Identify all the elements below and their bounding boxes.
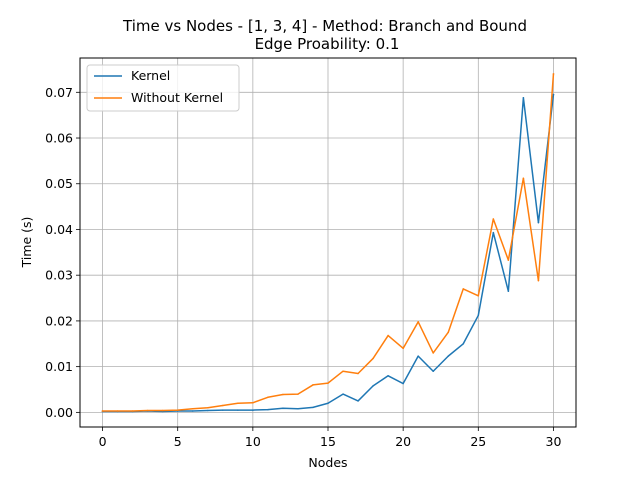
data-point-kernel <box>537 221 540 224</box>
data-point-without-kernel <box>282 393 284 396</box>
x-axis-label: Nodes <box>308 455 347 470</box>
data-point-kernel <box>372 385 374 387</box>
data-point-kernel <box>522 97 525 99</box>
data-point-without-kernel <box>507 259 510 261</box>
y-tick-label: 0.02 <box>45 313 73 328</box>
y-axis-ticks: 0.00 0.01 0.02 0.03 0.04 0.05 0.06 0.07 <box>45 85 80 420</box>
chart-subtitle: Edge Proability: 0.1 <box>255 35 400 53</box>
data-point-kernel <box>327 402 329 404</box>
grid <box>80 58 576 427</box>
data-point-kernel <box>417 355 419 357</box>
legend-label-kernel: Kernel <box>131 68 170 83</box>
data-point-without-kernel <box>402 347 404 350</box>
data-point-kernel <box>447 355 449 357</box>
data-point-without-kernel <box>237 402 239 404</box>
data-point-without-kernel <box>342 370 344 372</box>
data-point-without-kernel <box>522 177 525 180</box>
series-lines <box>101 73 555 413</box>
data-point-without-kernel <box>327 382 329 384</box>
data-point-kernel <box>222 409 224 411</box>
x-axis-ticks: 0 5 10 15 20 25 30 <box>99 427 562 449</box>
data-point-without-kernel <box>131 410 134 412</box>
data-point-without-kernel <box>372 357 374 360</box>
data-point-without-kernel <box>297 393 299 395</box>
data-point-without-kernel <box>207 407 209 409</box>
data-point-without-kernel <box>146 409 149 412</box>
data-point-kernel <box>237 409 239 411</box>
data-point-without-kernel <box>101 410 104 412</box>
data-point-kernel <box>402 382 404 385</box>
y-tick-label: 0.00 <box>45 405 73 420</box>
data-point-without-kernel <box>161 409 164 412</box>
y-tick-label: 0.03 <box>45 268 73 283</box>
data-point-kernel <box>387 375 389 377</box>
data-point-without-kernel <box>116 410 119 412</box>
legend-label-without-kernel: Without Kernel <box>131 90 223 105</box>
data-point-without-kernel <box>191 407 194 410</box>
data-point-kernel <box>267 408 269 411</box>
y-tick-label: 0.05 <box>45 176 73 191</box>
data-point-without-kernel <box>462 288 465 290</box>
y-axis-label: Time (s) <box>19 217 34 269</box>
data-point-kernel <box>477 314 480 317</box>
data-point-kernel <box>282 407 284 410</box>
x-tick-label: 30 <box>546 434 562 449</box>
data-point-kernel <box>342 393 344 395</box>
data-point-without-kernel <box>222 404 224 407</box>
data-point-kernel <box>432 370 434 372</box>
y-tick-label: 0.06 <box>45 131 73 146</box>
data-point-without-kernel <box>417 321 419 323</box>
x-tick-label: 5 <box>174 434 182 449</box>
data-point-kernel <box>191 410 194 412</box>
data-point-without-kernel <box>267 396 269 399</box>
data-point-without-kernel <box>552 73 555 75</box>
data-point-kernel <box>207 409 209 412</box>
data-point-without-kernel <box>176 409 179 411</box>
data-point-kernel <box>312 406 314 409</box>
x-tick-label: 10 <box>245 434 261 449</box>
x-tick-label: 20 <box>395 434 411 449</box>
data-point-without-kernel <box>252 402 254 404</box>
series-points-without-kernel <box>101 73 555 412</box>
legend: Kernel Without Kernel <box>86 64 240 112</box>
data-point-without-kernel <box>492 218 495 220</box>
x-tick-label: 25 <box>470 434 486 449</box>
data-point-without-kernel <box>477 295 480 297</box>
data-point-kernel <box>297 407 299 410</box>
data-point-without-kernel <box>357 372 359 375</box>
data-point-without-kernel <box>537 279 540 282</box>
data-point-without-kernel <box>432 352 434 354</box>
y-tick-label: 0.07 <box>45 85 73 100</box>
data-point-kernel <box>552 93 555 96</box>
data-point-kernel <box>492 231 495 234</box>
y-tick-label: 0.01 <box>45 359 73 374</box>
legend-box <box>86 64 240 112</box>
data-point-without-kernel <box>447 331 449 334</box>
y-tick-label: 0.04 <box>45 222 73 237</box>
x-tick-label: 15 <box>320 434 336 449</box>
data-point-without-kernel <box>312 384 314 386</box>
data-point-kernel <box>462 343 465 345</box>
x-tick-label: 0 <box>99 434 107 449</box>
chart-title: Time vs Nodes - [1, 3, 4] - Method: Bran… <box>122 17 527 35</box>
data-point-kernel <box>252 409 254 411</box>
data-point-without-kernel <box>387 334 389 337</box>
data-point-kernel <box>507 290 510 292</box>
data-point-kernel <box>357 400 359 402</box>
